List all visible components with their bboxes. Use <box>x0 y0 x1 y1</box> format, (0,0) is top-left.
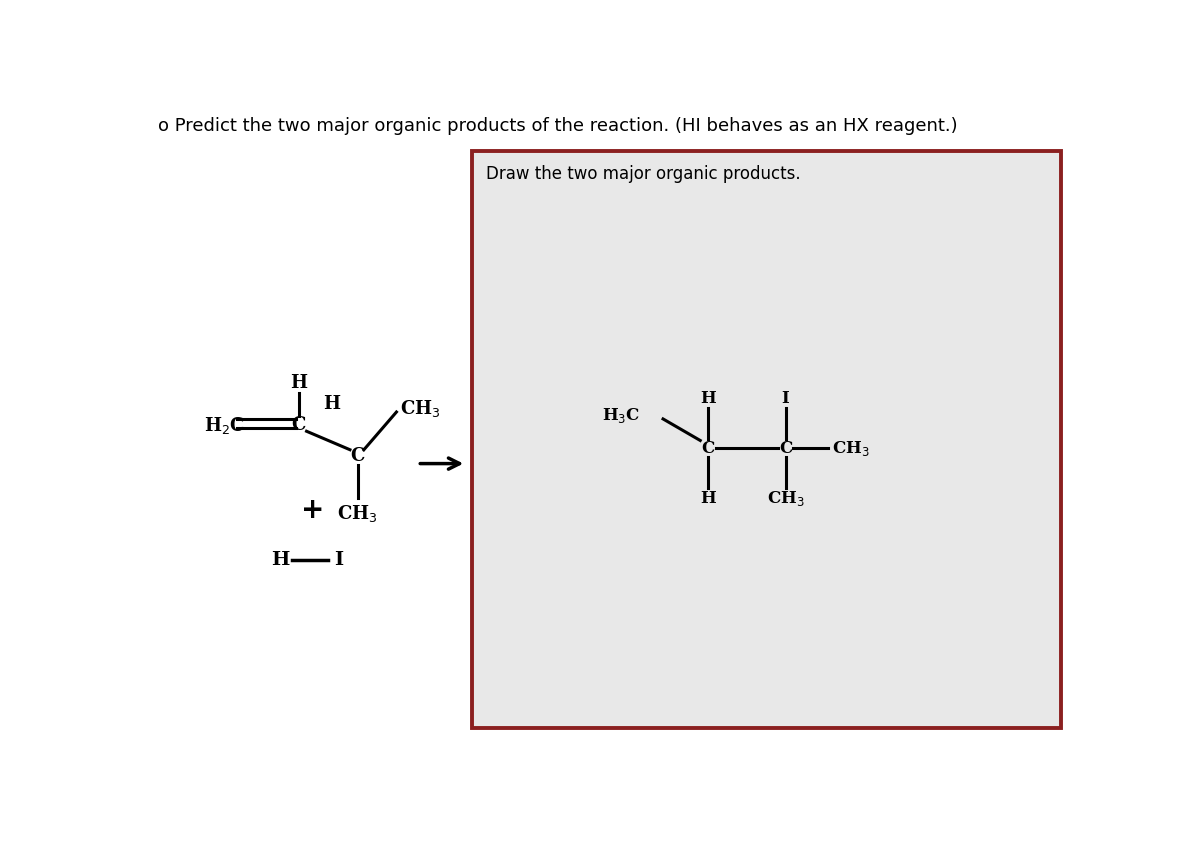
Text: H$_2$C: H$_2$C <box>204 415 245 436</box>
Text: C: C <box>350 447 365 465</box>
Text: H: H <box>271 551 289 569</box>
Text: +: + <box>301 496 324 524</box>
Text: I: I <box>334 551 343 569</box>
Text: CH$_3$: CH$_3$ <box>832 439 870 458</box>
Text: H: H <box>290 373 307 392</box>
Text: H: H <box>324 394 341 413</box>
Text: Draw the two major organic products.: Draw the two major organic products. <box>486 165 800 182</box>
Text: C: C <box>779 440 792 457</box>
Text: C: C <box>701 440 715 457</box>
Text: C: C <box>292 416 306 434</box>
Text: CH$_3$: CH$_3$ <box>767 489 804 508</box>
Text: CH$_3$: CH$_3$ <box>337 503 378 524</box>
Text: H$_3$C: H$_3$C <box>601 406 640 426</box>
Text: o Predict the two major organic products of the reaction. (HI behaves as an HX r: o Predict the two major organic products… <box>157 117 958 135</box>
Text: H: H <box>700 489 716 507</box>
Bar <box>472 151 1061 728</box>
Text: I: I <box>781 389 790 407</box>
Text: CH$_3$: CH$_3$ <box>401 398 440 419</box>
Text: H: H <box>700 389 716 407</box>
